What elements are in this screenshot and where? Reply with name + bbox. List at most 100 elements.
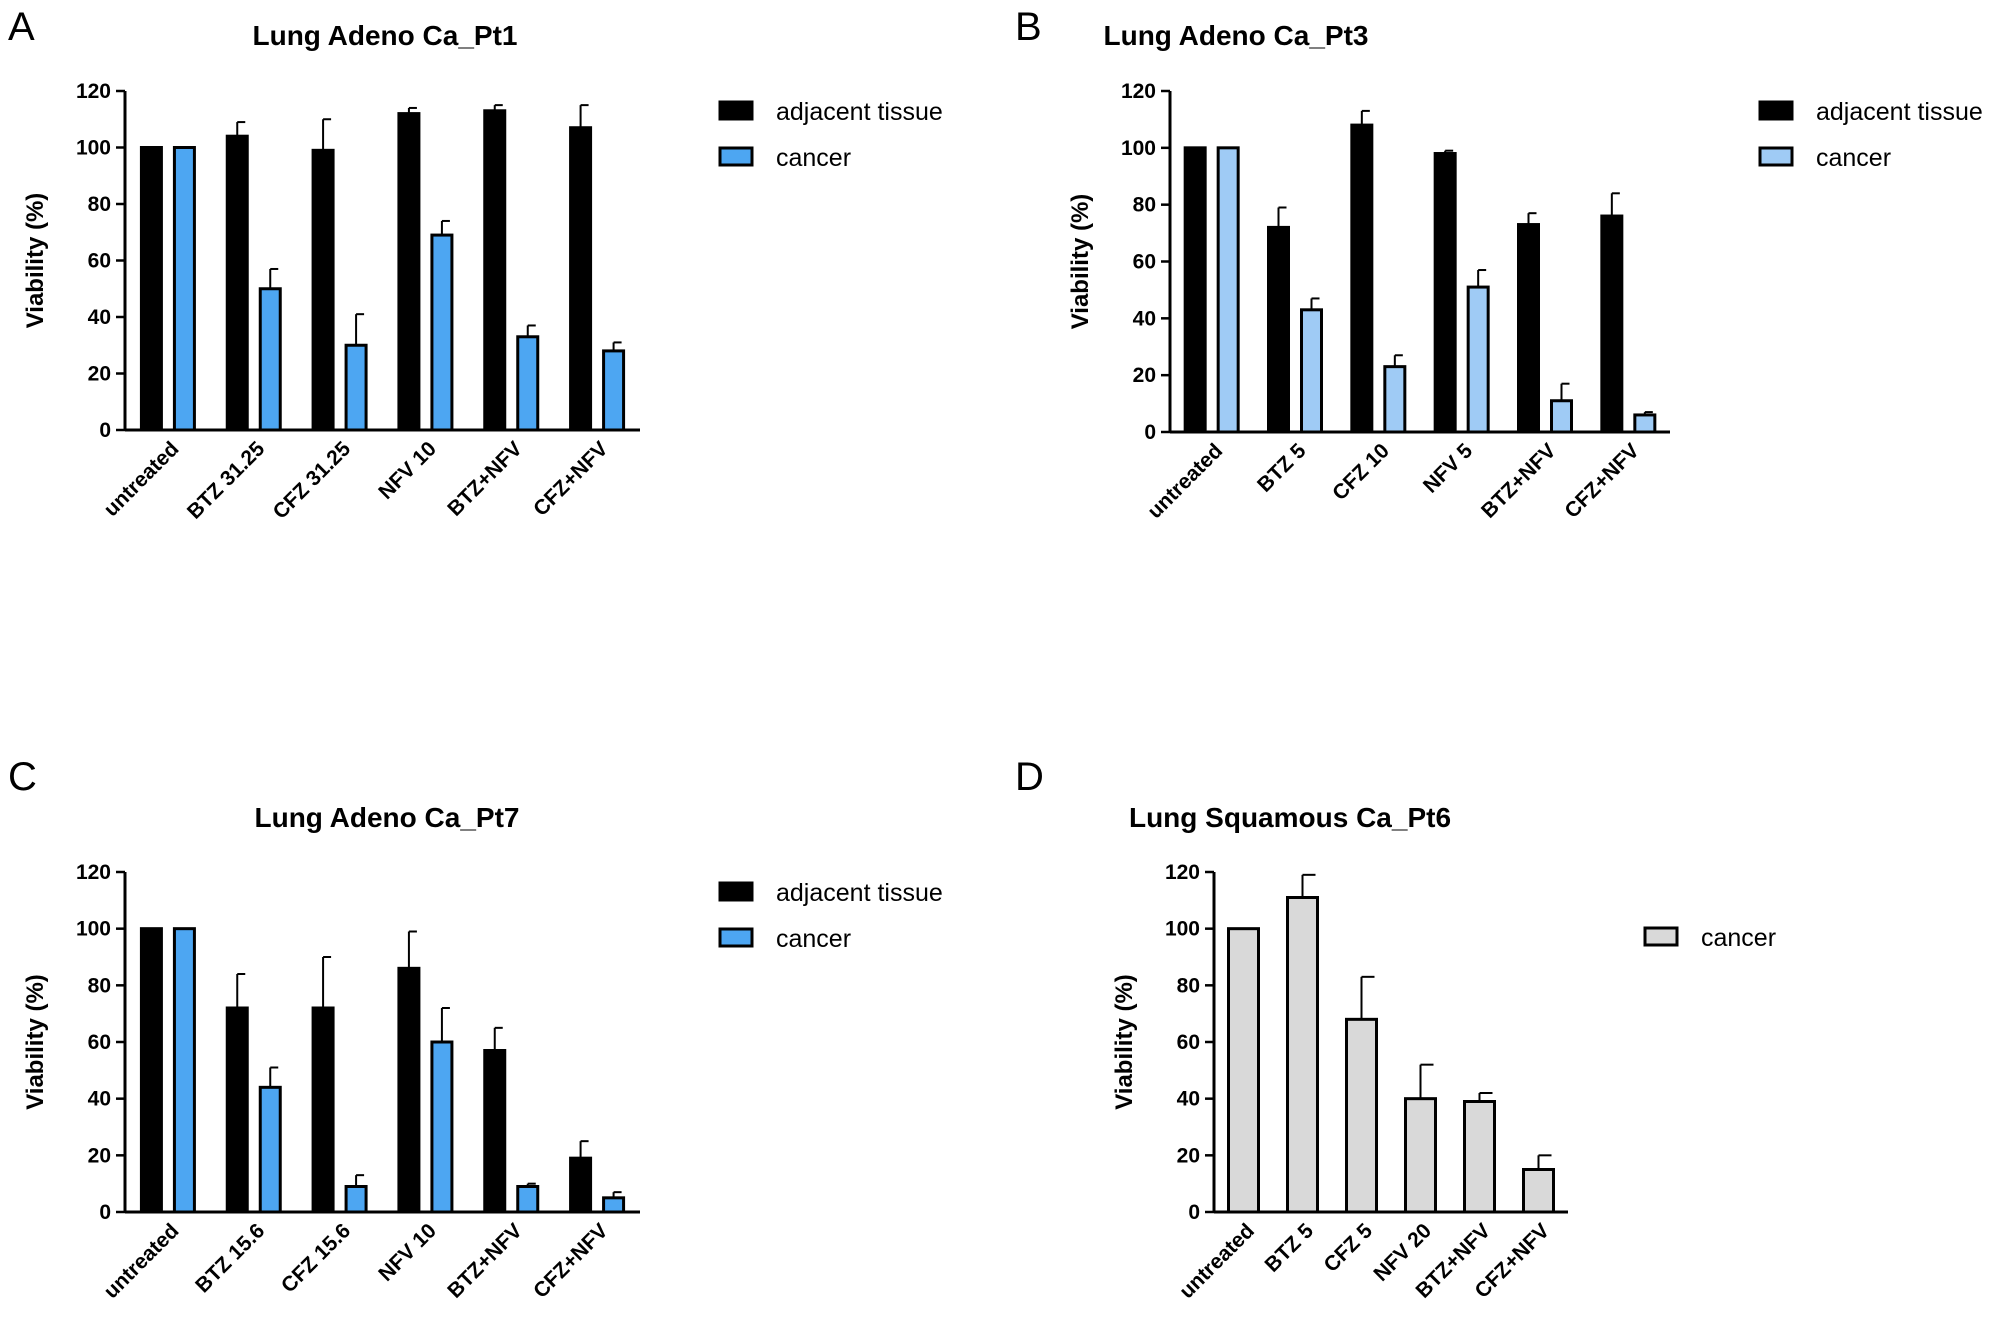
bar-cancer-0 [1216,146,1240,434]
y-tick-label: 120 [76,80,111,103]
bar-cancer-0 [172,927,196,1214]
bar-adjacent-tissue-2 [311,148,335,432]
bar-cancer-1 [258,287,282,432]
bar-cancer-0 [172,146,196,432]
y-tick-label: 40 [1177,1088,1200,1111]
legend-label: cancer [776,925,851,953]
y-tick-label: 40 [88,306,111,329]
y-tick-label: 40 [88,1088,111,1111]
x-category-label: BTZ 5 [1253,439,1311,497]
chart-panel-b: B Lung Adeno Ca_Pt3 0 20 40 60 80 100 120 Viabili… [1015,5,1983,523]
x-category-label: CFZ+NFV [1560,439,1644,523]
y-tick-label: 40 [1133,307,1156,330]
y-tick-label: 100 [76,918,111,941]
y-tick-label: 80 [1133,194,1156,217]
panel-letter: C [8,755,37,799]
chart-panel-c: C Lung Adeno Ca_Pt7 0 20 40 60 80 100 120 Viabili… [8,755,943,1303]
y-tick-label: 80 [88,974,111,997]
chart-title: Lung Adeno Ca_Pt7 [255,802,520,833]
y-tick-label: 60 [1133,251,1156,274]
y-tick-label: 20 [88,1144,111,1167]
bar-cancer-4 [516,1185,540,1214]
chart-panel-a: A Lung Adeno Ca_Pt1 0 20 40 60 80 100 120 Viabili… [8,5,943,524]
x-category-label: BTZ+NFV [443,1219,527,1303]
bar-adjacent-tissue-1 [225,1006,249,1214]
chart-panel-d: D Lung Squamous Ca_Pt6 0 20 40 60 80 100 120 Viab… [1015,755,1776,1303]
bar-adjacent-tissue-5 [569,126,593,432]
bar-adjacent-tissue-1 [225,134,249,432]
legend-swatch [718,881,754,902]
panel-letter: A [8,5,35,49]
y-tick-label: 100 [76,137,111,160]
x-category-label: NFV 10 [374,1219,441,1286]
bar-cancer-3 [1404,1097,1437,1214]
bar-adjacent-tissue-4 [483,109,507,432]
y-tick-label: 0 [99,419,111,442]
bar-cancer-2 [344,343,368,432]
y-axis-label: Viability (%) [22,974,49,1110]
x-category-label: untreated [1143,439,1227,523]
bar-adjacent-tissue-5 [1600,214,1624,434]
x-category-label: CFZ 5 [1320,1219,1378,1277]
y-tick-label: 80 [1177,974,1200,997]
legend-swatch [718,100,754,121]
bar-adjacent-tissue-4 [1517,223,1540,434]
bar-adjacent-tissue-0 [139,927,163,1214]
x-category-label: NFV 5 [1419,439,1478,498]
y-tick-label: 20 [88,363,111,386]
x-category-label: BTZ 5 [1261,1219,1319,1277]
bar-cancer-4 [516,335,540,432]
bar-cancer-0 [1227,927,1260,1214]
legend-label: adjacent tissue [776,98,943,126]
y-tick-label: 0 [99,1201,111,1224]
legend-swatch [1758,146,1794,167]
legend-label: cancer [1701,924,1776,952]
x-category-label: BTZ+NFV [443,437,527,521]
legend-label: cancer [1816,144,1891,172]
legend-swatch [1643,926,1679,947]
y-tick-label: 20 [1133,364,1156,387]
bar-adjacent-tissue-3 [397,112,421,432]
bar-cancer-1 [1300,308,1323,434]
x-category-label: untreated [100,437,184,521]
legend-swatch [718,927,754,948]
y-tick-label: 120 [1165,861,1200,884]
y-tick-label: 60 [88,250,111,273]
x-category-label: CFZ 10 [1328,439,1394,505]
bar-cancer-3 [1466,285,1490,434]
x-category-label: CFZ 15.6 [277,1219,355,1297]
bar-adjacent-tissue-3 [1433,152,1457,434]
x-category-label: CFZ+NFV [529,437,613,521]
x-category-label: BTZ 31.25 [183,437,270,524]
chart-title: Lung Adeno Ca_Pt1 [253,20,518,51]
y-tick-label: 20 [1177,1144,1200,1167]
legend-label: adjacent tissue [1816,98,1983,126]
y-tick-label: 60 [1177,1031,1200,1054]
bar-adjacent-tissue-2 [1350,123,1374,434]
bar-cancer-2 [1383,365,1407,434]
legend-label: cancer [776,144,851,172]
y-tick-label: 100 [1121,137,1156,160]
y-tick-label: 0 [1144,421,1156,444]
x-category-label: CFZ+NFV [529,1219,613,1303]
bar-cancer-5 [1522,1168,1555,1214]
y-axis-label: Viability (%) [1067,194,1094,330]
bar-cancer-5 [1633,413,1657,434]
x-category-label: CFZ 31.25 [269,437,356,524]
bar-cancer-2 [344,1185,368,1214]
bar-cancer-3 [430,1040,454,1214]
y-axis-label: Viability (%) [22,193,49,329]
x-category-label: NFV 10 [374,437,441,504]
bar-adjacent-tissue-0 [1183,146,1207,434]
bar-adjacent-tissue-1 [1267,225,1290,434]
legend-swatch [1758,100,1794,121]
legend-label: adjacent tissue [776,879,943,907]
bar-cancer-1 [258,1085,282,1214]
x-category-label: untreated [1175,1219,1259,1303]
panel-letter: D [1015,755,1044,799]
bar-cancer-1 [1286,896,1319,1214]
bar-adjacent-tissue-3 [397,966,421,1214]
bar-cancer-2 [1345,1017,1378,1214]
bar-cancer-5 [602,1196,626,1214]
